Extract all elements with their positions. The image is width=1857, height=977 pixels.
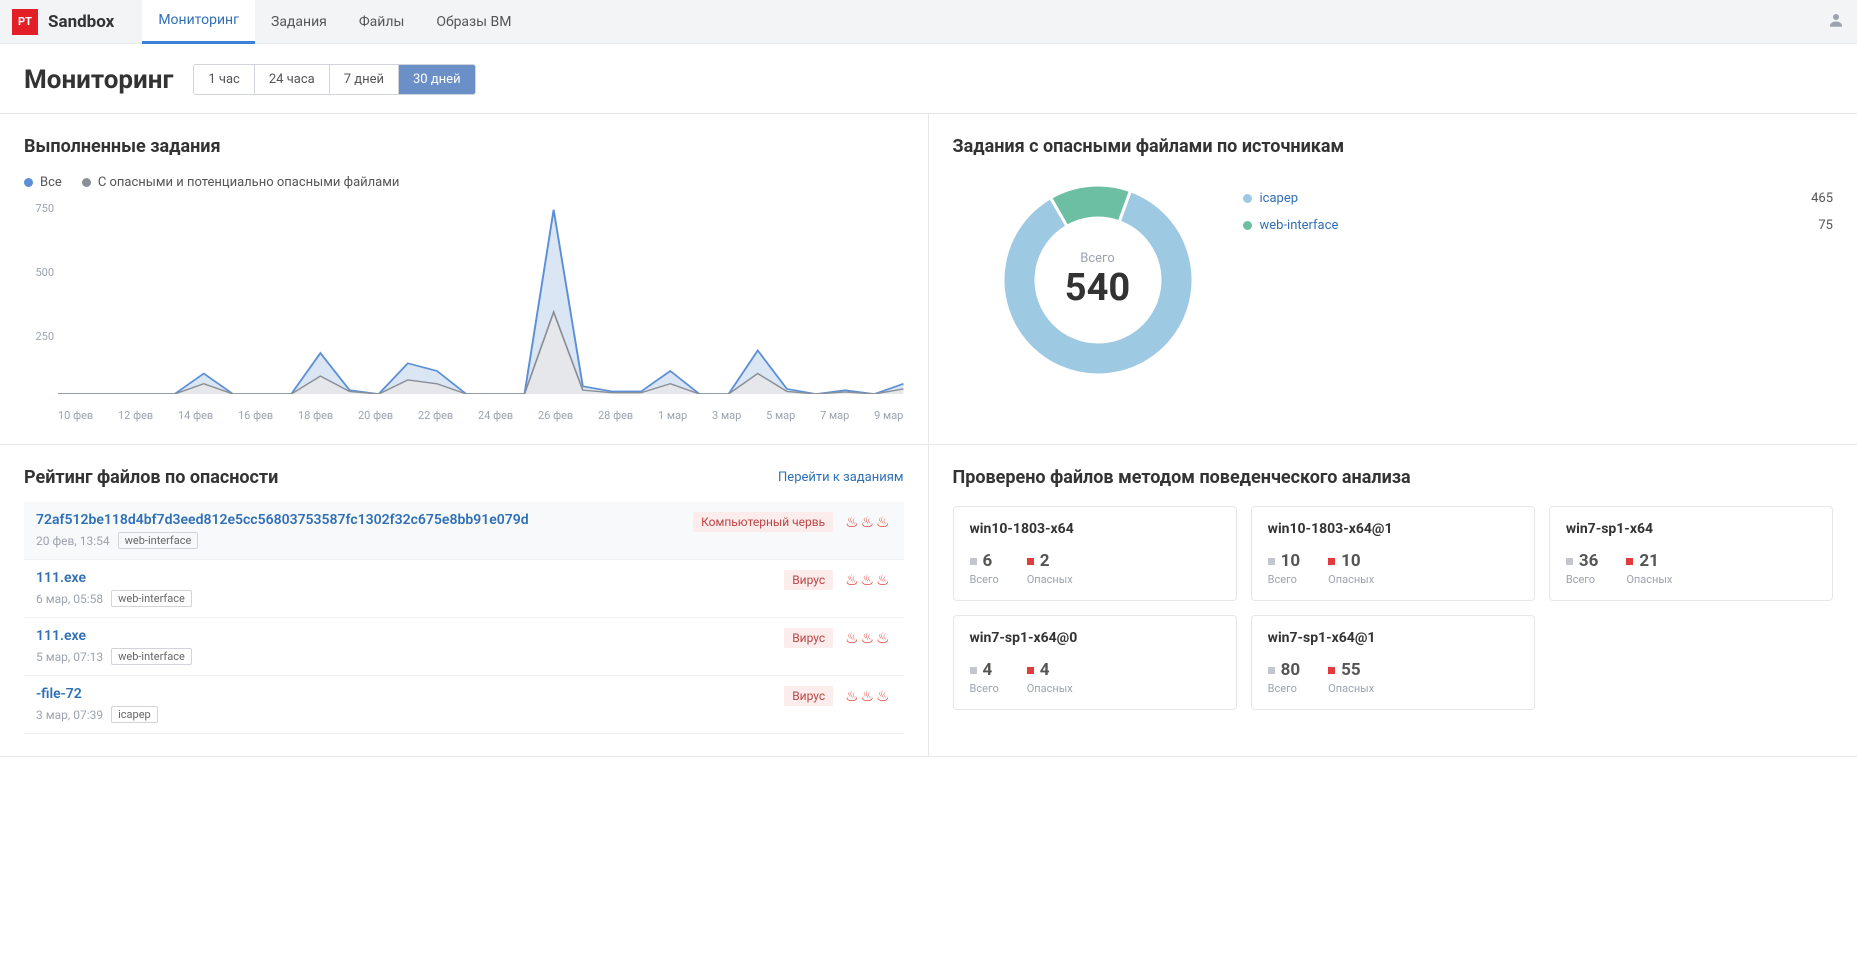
goto-tasks-link[interactable]: Перейти к заданиям	[778, 470, 903, 485]
range-btn-0[interactable]: 1 час	[194, 65, 254, 94]
vm-card[interactable]: win7-sp1-x64@1 80 Всего 55 Опасных	[1251, 615, 1535, 710]
file-name[interactable]: -file-72	[36, 686, 772, 702]
vm-total-label: Всего	[970, 573, 999, 586]
donut-legend: icapep465web-interface75	[1243, 185, 1834, 239]
verdict-tag: Вирус	[784, 628, 833, 648]
verdict-tag: Вирус	[784, 686, 833, 706]
vm-name: win10-1803-x64	[970, 521, 1220, 537]
panel-title: Задания с опасными файлами по источникам	[953, 136, 1834, 157]
nav-item-3[interactable]: Образы ВМ	[420, 0, 527, 44]
vm-name: win7-sp1-x64@1	[1268, 630, 1518, 646]
vm-total: 10	[1281, 551, 1301, 571]
vm-name: win7-sp1-x64@0	[970, 630, 1220, 646]
vm-card[interactable]: win10-1803-x64 6 Всего 2 Опасных	[953, 506, 1237, 601]
legend-item: Все	[24, 175, 62, 190]
nav-item-1[interactable]: Задания	[255, 0, 343, 44]
file-time: 3 мар, 07:39	[36, 708, 103, 722]
user-icon[interactable]	[1827, 11, 1845, 33]
nav-item-0[interactable]: Мониторинг	[142, 0, 255, 44]
vm-danger: 55	[1341, 660, 1361, 680]
source-tag: web-interface	[111, 648, 192, 665]
vm-total: 80	[1281, 660, 1301, 680]
nav-item-2[interactable]: Файлы	[343, 0, 420, 44]
logo: PT	[12, 9, 38, 35]
vm-danger: 2	[1040, 551, 1050, 571]
range-btn-2[interactable]: 7 дней	[330, 65, 399, 94]
nav: МониторингЗаданияФайлыОбразы ВМ	[142, 0, 527, 44]
vm-danger-label: Опасных	[1626, 573, 1672, 586]
vm-total-label: Всего	[1566, 573, 1599, 586]
vm-total: 36	[1579, 551, 1599, 571]
page-header: Мониторинг 1 час24 часа7 дней30 дней	[0, 44, 1857, 114]
panel-title: Выполненные задания	[24, 136, 904, 157]
file-name[interactable]: 72af512be118d4bf7d3eed812e5cc56803753587…	[36, 512, 681, 528]
panel-tasks-by-source: Задания с опасными файлами по источникам…	[929, 114, 1857, 445]
panel-title: Проверено файлов методом поведенческого …	[953, 467, 1834, 488]
file-name[interactable]: 111.exe	[36, 570, 772, 586]
line-chart: 750500250 10 фев12 фев14 фев16 фев18 фев…	[24, 202, 904, 422]
rating-item[interactable]: 111.exe 6 мар, 05:58 web-interface Вирус…	[24, 560, 904, 618]
vm-name: win10-1803-x64@1	[1268, 521, 1518, 537]
donut-center-label: Всего	[1080, 251, 1115, 266]
rating-list: 72af512be118d4bf7d3eed812e5cc56803753587…	[24, 502, 904, 734]
vm-card[interactable]: win7-sp1-x64@0 4 Всего 4 Опасных	[953, 615, 1237, 710]
panel-title: Рейтинг файлов по опасности	[24, 467, 278, 488]
donut-chart: Всего 540	[993, 175, 1203, 385]
flame-icons: ♨♨♨	[845, 513, 891, 531]
panel-completed-tasks: Выполненные задания Все С опасными и поте…	[0, 114, 929, 445]
rating-item[interactable]: 72af512be118d4bf7d3eed812e5cc56803753587…	[24, 502, 904, 560]
vm-danger-label: Опасных	[1328, 682, 1374, 695]
vm-danger: 10	[1341, 551, 1361, 571]
file-time: 5 мар, 07:13	[36, 650, 103, 664]
brand: Sandbox	[48, 12, 114, 32]
vm-danger-label: Опасных	[1328, 573, 1374, 586]
rating-item[interactable]: -file-72 3 мар, 07:39 icapep Вирус ♨♨♨	[24, 676, 904, 734]
vm-danger: 21	[1639, 551, 1659, 571]
vm-danger: 4	[1040, 660, 1050, 680]
vm-card[interactable]: win10-1803-x64@1 10 Всего 10 Опасных	[1251, 506, 1535, 601]
vm-total-label: Всего	[1268, 573, 1301, 586]
vm-danger-label: Опасных	[1027, 573, 1073, 586]
donut-legend-row[interactable]: icapep465	[1243, 185, 1834, 212]
rating-item[interactable]: 111.exe 5 мар, 07:13 web-interface Вирус…	[24, 618, 904, 676]
vm-card[interactable]: win7-sp1-x64 36 Всего 21 Опасных	[1549, 506, 1833, 601]
vm-total-label: Всего	[970, 682, 999, 695]
verdict-tag: Компьютерный червь	[693, 512, 833, 532]
file-time: 6 мар, 05:58	[36, 592, 103, 606]
page-title: Мониторинг	[24, 65, 173, 95]
flame-icons: ♨♨♨	[845, 687, 891, 705]
file-time: 20 фев, 13:54	[36, 534, 110, 548]
flame-icons: ♨♨♨	[845, 571, 891, 589]
donut-total: 540	[1065, 266, 1130, 310]
source-tag: web-interface	[118, 532, 199, 549]
vm-danger-label: Опасных	[1027, 682, 1073, 695]
vm-name: win7-sp1-x64	[1566, 521, 1816, 537]
file-name[interactable]: 111.exe	[36, 628, 772, 644]
topbar: PT Sandbox МониторингЗаданияФайлыОбразы …	[0, 0, 1857, 44]
vm-total-label: Всего	[1268, 682, 1301, 695]
time-range-group: 1 час24 часа7 дней30 дней	[193, 64, 475, 95]
source-tag: web-interface	[111, 590, 192, 607]
vm-grid: win10-1803-x64 6 Всего 2 Опасных win10-1…	[953, 506, 1834, 710]
range-btn-3[interactable]: 30 дней	[399, 65, 475, 94]
chart-legend: Все С опасными и потенциально опасными фа…	[24, 175, 904, 190]
source-tag: icapep	[111, 706, 158, 723]
range-btn-1[interactable]: 24 часа	[255, 65, 330, 94]
legend-item: С опасными и потенциально опасными файла…	[82, 175, 400, 190]
flame-icons: ♨♨♨	[845, 629, 891, 647]
vm-total: 6	[983, 551, 993, 571]
donut-legend-row[interactable]: web-interface75	[1243, 212, 1834, 239]
panel-danger-rating: Рейтинг файлов по опасности Перейти к за…	[0, 445, 929, 757]
verdict-tag: Вирус	[784, 570, 833, 590]
vm-total: 4	[983, 660, 993, 680]
panel-behavioral: Проверено файлов методом поведенческого …	[929, 445, 1857, 757]
